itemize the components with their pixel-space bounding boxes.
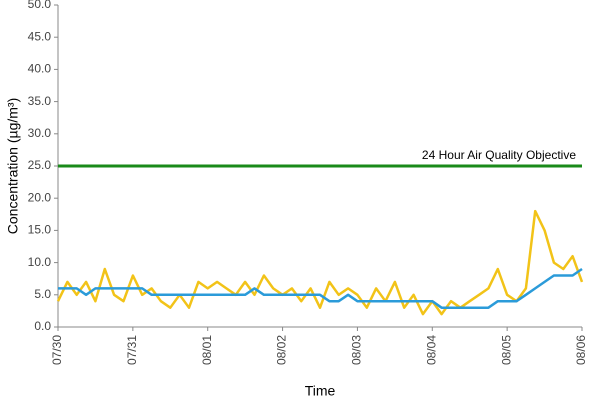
y-tick-label: 30.0 [28,126,52,140]
y-tick-label: 5.0 [34,287,51,301]
x-axis-label: Time [305,383,336,399]
y-tick-label: 35.0 [28,94,52,108]
y-tick-label: 20.0 [28,190,52,204]
x-tick-label: 07/31 [125,335,139,365]
x-tick-label: 08/01 [200,335,214,365]
y-tick-label: 25.0 [28,158,52,172]
x-tick-label: 07/30 [50,335,64,365]
y-tick-label: 15.0 [28,223,52,237]
x-tick-label: 08/02 [275,335,289,365]
y-tick-label: 50.0 [28,0,52,11]
objective-label: 24 Hour Air Quality Objective [422,148,576,162]
series-line [56,209,584,316]
y-tick-label: 0.0 [34,319,51,333]
y-tick-label: 45.0 [28,29,52,43]
y-axis-label: Concentration (µg/m³) [5,98,21,234]
x-tick-label: 08/03 [350,335,364,365]
y-tick-label: 10.0 [28,255,52,269]
x-tick-label: 08/04 [424,335,438,365]
series-line [58,267,583,309]
y-tick-label: 40.0 [28,62,52,76]
x-tick-label: 08/05 [499,335,513,365]
x-tick-label: 08/06 [574,335,588,365]
